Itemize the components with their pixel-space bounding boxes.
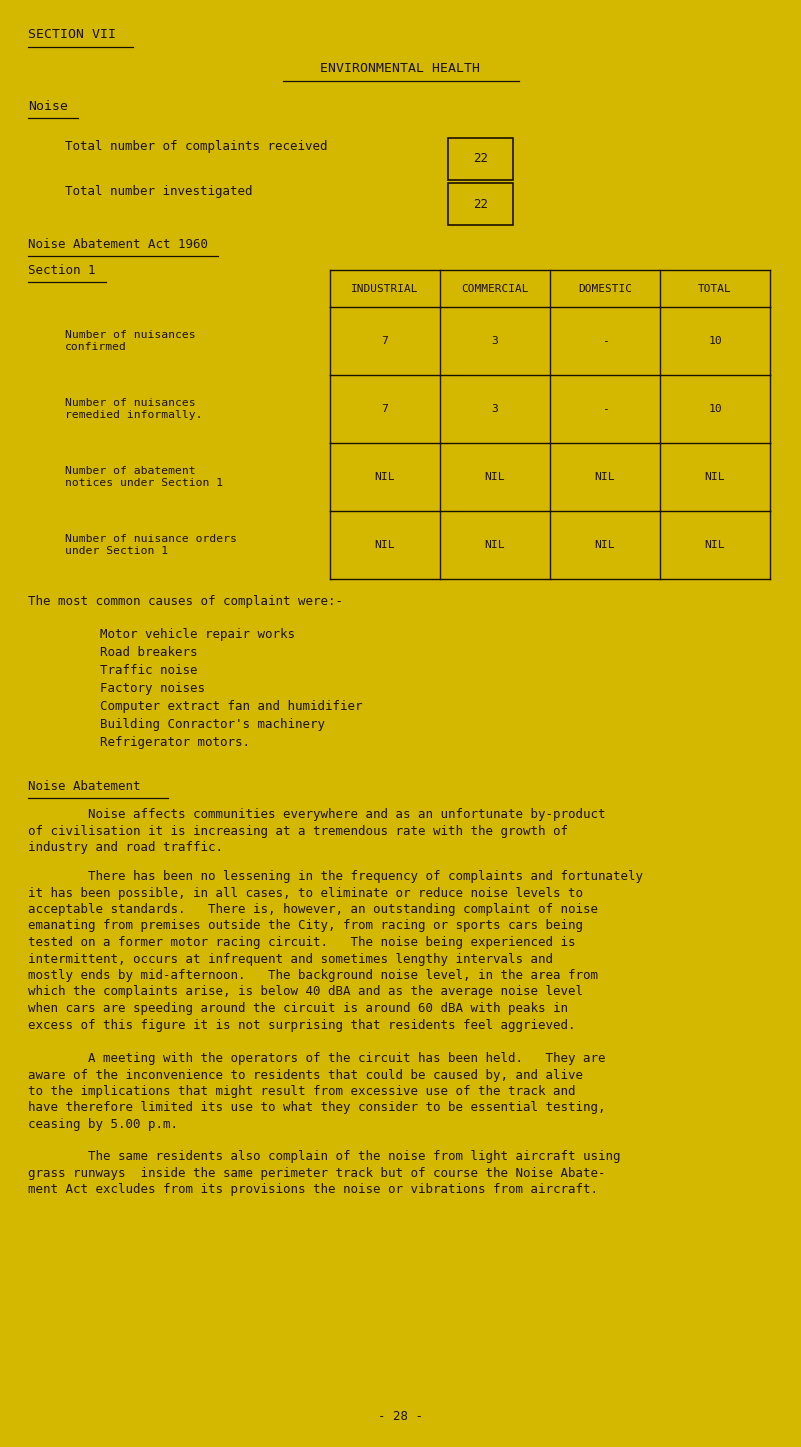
Text: Number of nuisance orders: Number of nuisance orders	[65, 534, 237, 544]
Bar	[448, 137, 513, 179]
Text: NIL: NIL	[375, 540, 396, 550]
Text: Number of nuisances: Number of nuisances	[65, 330, 195, 340]
Text: Total number of complaints received: Total number of complaints received	[65, 140, 328, 153]
Text: Refrigerator motors.: Refrigerator motors.	[100, 737, 250, 750]
Text: - 28 -: - 28 -	[378, 1409, 423, 1422]
Text: excess of this figure it is not surprising that residents feel aggrieved.: excess of this figure it is not surprisi…	[28, 1019, 575, 1032]
Text: DOMESTIC: DOMESTIC	[578, 284, 632, 294]
Text: A meeting with the operators of the circuit has been held.   They are: A meeting with the operators of the circ…	[28, 1052, 606, 1065]
Text: tested on a former motor racing circuit.   The noise being experienced is: tested on a former motor racing circuit.…	[28, 936, 575, 949]
Text: NIL: NIL	[485, 540, 505, 550]
Text: Noise Abatement Act 1960: Noise Abatement Act 1960	[28, 237, 208, 250]
Text: 3: 3	[492, 404, 498, 414]
Text: Motor vehicle repair works: Motor vehicle repair works	[100, 628, 295, 641]
Text: notices under Section 1: notices under Section 1	[65, 479, 223, 489]
Text: NIL: NIL	[705, 540, 726, 550]
Text: NIL: NIL	[485, 472, 505, 482]
Text: Noise: Noise	[28, 100, 68, 113]
Text: confirmed: confirmed	[65, 343, 127, 353]
Text: ment Act excludes from its provisions the noise or vibrations from aircraft.: ment Act excludes from its provisions th…	[28, 1184, 598, 1197]
Text: 10: 10	[708, 336, 722, 346]
Text: 7: 7	[381, 404, 388, 414]
Text: mostly ends by mid-afternoon.   The background noise level, in the area from: mostly ends by mid-afternoon. The backgr…	[28, 969, 598, 983]
Text: Computer extract fan and humidifier: Computer extract fan and humidifier	[100, 700, 363, 713]
Text: Factory noises: Factory noises	[100, 682, 205, 695]
Text: under Section 1: under Section 1	[65, 547, 168, 557]
Text: 22: 22	[473, 152, 488, 165]
Text: 22: 22	[473, 197, 488, 210]
Text: Section 1: Section 1	[28, 263, 95, 276]
Text: which the complaints arise, is below 40 dBA and as the average noise level: which the complaints arise, is below 40 …	[28, 985, 583, 998]
Text: INDUSTRIAL: INDUSTRIAL	[352, 284, 419, 294]
Text: to the implications that might result from excessive use of the track and: to the implications that might result fr…	[28, 1085, 575, 1098]
Text: TOTAL: TOTAL	[698, 284, 732, 294]
Text: NIL: NIL	[375, 472, 396, 482]
Text: 10: 10	[708, 404, 722, 414]
Text: NIL: NIL	[705, 472, 726, 482]
Text: Noise Abatement: Noise Abatement	[28, 780, 140, 793]
Text: 3: 3	[492, 336, 498, 346]
Text: ENVIRONMENTAL HEALTH: ENVIRONMENTAL HEALTH	[320, 62, 481, 75]
Text: 7: 7	[381, 336, 388, 346]
Text: intermittent, occurs at infrequent and sometimes lengthy intervals and: intermittent, occurs at infrequent and s…	[28, 952, 553, 965]
Text: The most common causes of complaint were:-: The most common causes of complaint were…	[28, 595, 343, 608]
Text: Noise affects communities everywhere and as an unfortunate by-product: Noise affects communities everywhere and…	[28, 807, 606, 820]
Text: Traffic noise: Traffic noise	[100, 664, 198, 677]
Text: SECTION VII: SECTION VII	[28, 27, 116, 41]
Text: Building Conractor's machinery: Building Conractor's machinery	[100, 718, 325, 731]
Text: COMMERCIAL: COMMERCIAL	[461, 284, 529, 294]
Text: There has been no lessening in the frequency of complaints and fortunately: There has been no lessening in the frequ…	[28, 870, 643, 883]
Text: Number of abatement: Number of abatement	[65, 466, 195, 476]
Text: The same residents also complain of the noise from light aircraft using: The same residents also complain of the …	[28, 1150, 621, 1163]
Bar	[448, 182, 513, 224]
Text: Number of nuisances: Number of nuisances	[65, 398, 195, 408]
Text: Road breakers: Road breakers	[100, 645, 198, 658]
Text: when cars are speeding around the circuit is around 60 dBA with peaks in: when cars are speeding around the circui…	[28, 1001, 568, 1014]
Text: ceasing by 5.00 p.m.: ceasing by 5.00 p.m.	[28, 1119, 178, 1132]
Text: Total number investigated: Total number investigated	[65, 185, 252, 198]
Text: NIL: NIL	[594, 540, 615, 550]
Text: grass runways  inside the same perimeter track but of course the Noise Abate-: grass runways inside the same perimeter …	[28, 1166, 606, 1179]
Text: it has been possible, in all cases, to eliminate or reduce noise levels to: it has been possible, in all cases, to e…	[28, 887, 583, 900]
Text: emanating from premises outside the City, from racing or sports cars being: emanating from premises outside the City…	[28, 919, 583, 932]
Text: -: -	[602, 336, 609, 346]
Text: remedied informally.: remedied informally.	[65, 411, 203, 421]
Text: -: -	[602, 404, 609, 414]
Text: NIL: NIL	[594, 472, 615, 482]
Text: aware of the inconvenience to residents that could be caused by, and alive: aware of the inconvenience to residents …	[28, 1068, 583, 1081]
Text: of civilisation it is increasing at a tremendous rate with the growth of: of civilisation it is increasing at a tr…	[28, 825, 568, 838]
Text: industry and road traffic.: industry and road traffic.	[28, 841, 223, 854]
Text: have therefore limited its use to what they consider to be essential testing,: have therefore limited its use to what t…	[28, 1101, 606, 1114]
Text: acceptable standards.   There is, however, an outstanding complaint of noise: acceptable standards. There is, however,…	[28, 903, 598, 916]
